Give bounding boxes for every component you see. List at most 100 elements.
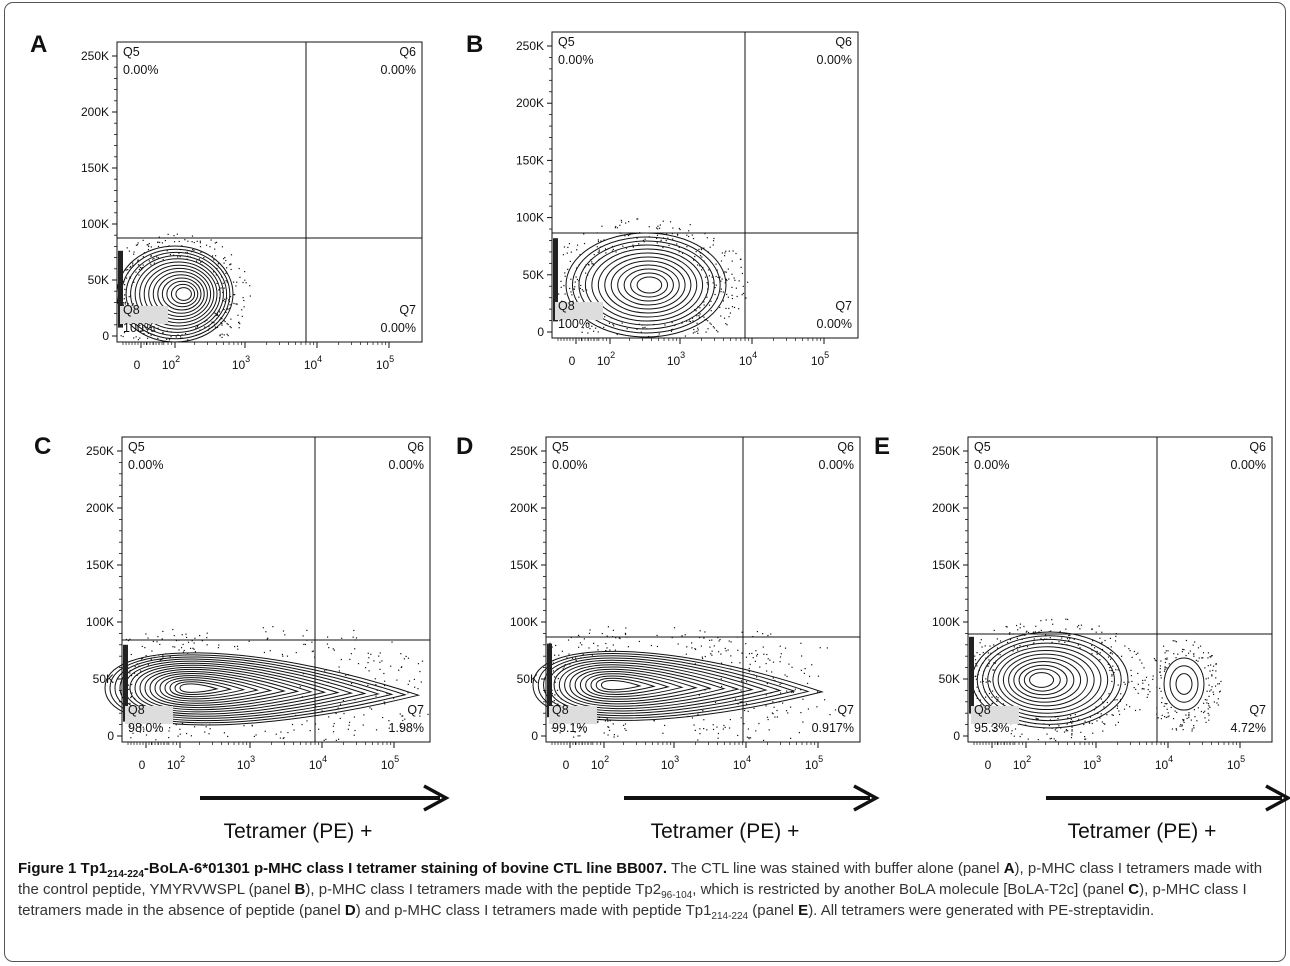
y-tick-label: 250K [86, 444, 114, 458]
event-dot [249, 295, 251, 297]
x-tick-label: 104 [304, 354, 322, 372]
event-dot [714, 287, 716, 289]
event-dot [700, 645, 703, 647]
event-dot [1170, 706, 1172, 709]
event-dot [711, 639, 713, 641]
event-dot [1120, 698, 1122, 701]
event-dot [584, 731, 586, 734]
event-dot [626, 636, 628, 638]
x-tick-label: 102 [1013, 754, 1031, 772]
event-dot [162, 332, 164, 334]
event-dot [221, 318, 223, 320]
event-dot [1199, 645, 1202, 647]
event-dot [728, 307, 730, 310]
event-dot [1165, 716, 1167, 719]
event-dot [765, 694, 767, 696]
event-dot [811, 664, 813, 666]
event-dot [237, 314, 239, 316]
contour-ring-positive [1175, 673, 1193, 695]
event-dot [1049, 738, 1051, 740]
event-dot [187, 339, 189, 341]
event-dot [733, 277, 735, 279]
event-dot [141, 645, 143, 648]
event-dot [984, 645, 986, 647]
event-dot [995, 696, 998, 698]
event-dot [720, 280, 722, 282]
event-dot [603, 239, 605, 241]
event-dot [625, 222, 627, 224]
event-dot [167, 233, 169, 235]
event-dot [684, 335, 686, 337]
event-dot [1183, 719, 1185, 721]
event-dot [696, 315, 698, 317]
event-dot [125, 268, 127, 270]
event-dot [139, 731, 141, 733]
event-dot [998, 725, 1000, 727]
event-dot [1177, 653, 1179, 655]
event-dot [712, 240, 715, 242]
event-dot [1137, 692, 1139, 694]
event-dot [982, 680, 984, 683]
event-dot [391, 641, 393, 643]
event-dot [370, 708, 373, 710]
event-dot [1040, 638, 1042, 640]
event-dot [996, 647, 999, 649]
event-dot [706, 729, 708, 731]
event-dot [1182, 728, 1184, 731]
event-dot [1131, 680, 1133, 683]
event-dot [140, 267, 143, 269]
event-dot [801, 655, 803, 657]
event-dot [1114, 640, 1117, 642]
event-dot [272, 626, 274, 628]
event-dot [161, 638, 163, 640]
event-dot [1091, 649, 1093, 651]
caption-text-1: The CTL line was stained with buffer alo… [671, 860, 1004, 877]
event-dot [199, 246, 202, 248]
event-dot [710, 653, 712, 655]
event-dot [1109, 658, 1112, 660]
axis-pileup [969, 636, 974, 714]
contour-ring [154, 673, 286, 704]
event-dot [130, 674, 133, 677]
event-dot [725, 650, 727, 652]
event-dot [723, 317, 726, 319]
event-dot [563, 666, 565, 668]
event-dot [221, 324, 223, 326]
event-dot [784, 674, 786, 676]
event-dot [1014, 728, 1017, 730]
event-dot [708, 304, 711, 306]
event-dot [295, 651, 297, 654]
x-tick-label: 104 [309, 754, 327, 772]
event-dot [337, 707, 339, 709]
event-dot [1147, 688, 1149, 691]
event-dot [1107, 656, 1110, 658]
contour-plot [532, 626, 837, 741]
event-dot [766, 682, 768, 685]
event-dot [284, 634, 286, 636]
event-dot [701, 256, 703, 258]
event-dot [216, 314, 219, 316]
event-dot [230, 318, 232, 320]
y-tick-label: 250K [516, 39, 544, 53]
event-dot [992, 669, 994, 671]
event-dot [704, 655, 706, 658]
event-dot [817, 675, 820, 677]
axis-pileup [123, 644, 128, 722]
event-dot [1106, 714, 1108, 716]
contour-plot [104, 626, 429, 742]
event-dot [223, 320, 225, 322]
event-dot [234, 294, 236, 296]
event-dot [1160, 674, 1162, 677]
event-dot [369, 707, 371, 709]
event-dot [1061, 637, 1063, 639]
event-dot [166, 338, 168, 340]
event-dot [124, 288, 126, 290]
event-dot [1205, 678, 1207, 680]
event-dot [234, 645, 236, 648]
event-dot [1102, 701, 1104, 703]
event-dot [741, 294, 743, 296]
event-dot [644, 326, 646, 329]
event-dot [1096, 720, 1098, 722]
event-dot [1131, 656, 1133, 659]
